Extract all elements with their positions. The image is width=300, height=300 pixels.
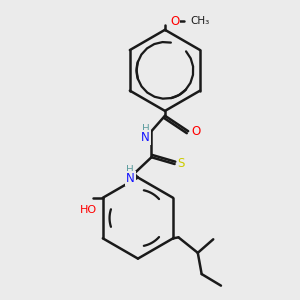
Text: O: O	[170, 15, 179, 28]
Text: H: H	[142, 124, 149, 134]
Text: O: O	[191, 125, 200, 138]
Text: S: S	[178, 157, 185, 169]
Text: N: N	[141, 131, 150, 144]
Text: HO: HO	[80, 205, 98, 215]
Text: H: H	[126, 165, 134, 175]
Text: CH₃: CH₃	[190, 16, 209, 26]
Text: N: N	[126, 172, 135, 185]
